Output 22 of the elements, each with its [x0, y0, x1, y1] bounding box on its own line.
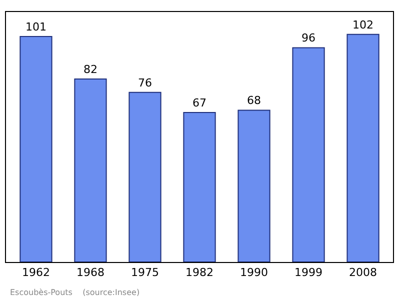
data-label: 68	[247, 94, 262, 108]
bar	[128, 92, 162, 262]
bar	[183, 112, 216, 262]
data-label: 101	[25, 20, 46, 34]
bar	[20, 36, 52, 262]
data-label: 76	[138, 76, 152, 90]
bar	[292, 47, 325, 262]
x-tick-label: 1968	[76, 266, 104, 280]
x-tick-label: 1999	[294, 266, 323, 280]
data-label: 96	[302, 32, 316, 45]
bar	[346, 34, 380, 262]
x-tick-label: 2008	[349, 266, 378, 280]
data-label: 102	[352, 18, 374, 32]
x-tick-label: 1982	[186, 266, 214, 280]
bar	[74, 78, 107, 262]
x-tick-label: 1990	[240, 266, 268, 280]
text: Escoubès-Pouts (source:Insee)	[10, 288, 140, 297]
bar	[238, 110, 270, 262]
x-tick-label: 1975	[130, 266, 159, 280]
data-label: 82	[83, 62, 98, 76]
data-label: 67	[192, 96, 206, 110]
x-tick-label: 1962	[22, 266, 50, 280]
